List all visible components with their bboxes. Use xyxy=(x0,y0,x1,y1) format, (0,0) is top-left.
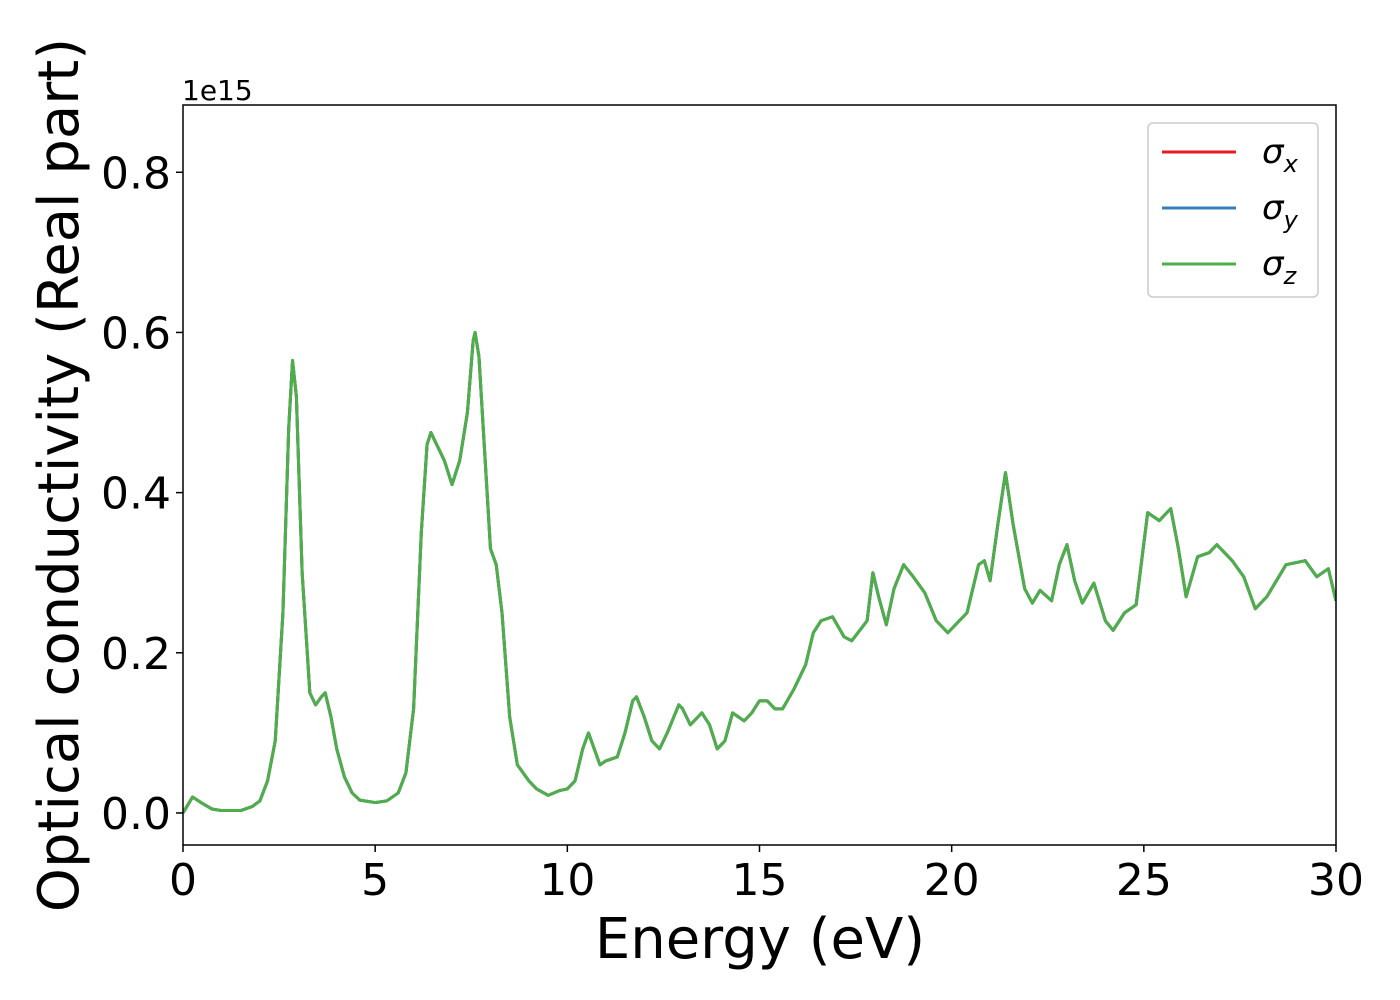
data-line xyxy=(183,330,1336,814)
y-tick-label: 0.6 xyxy=(101,308,171,359)
y-tick-label: 0.8 xyxy=(101,148,171,199)
legend-label: σz xyxy=(1262,244,1298,290)
x-tick-label: 20 xyxy=(924,855,980,906)
y-axis-label: Optical conductivity (Real part) xyxy=(27,38,92,912)
y-tick-label: 0.0 xyxy=(101,789,171,840)
y-tick-label: 0.4 xyxy=(101,469,171,520)
x-tick-label: 5 xyxy=(361,855,389,906)
legend-box xyxy=(1147,122,1319,298)
x-tick-label: 0 xyxy=(169,855,197,906)
y-tick-label: 0.2 xyxy=(101,629,171,680)
plot-frame xyxy=(182,104,1337,846)
x-axis-label: Energy (eV) xyxy=(595,907,925,972)
legend-label: σx xyxy=(1262,132,1299,178)
x-tick-label: 25 xyxy=(1116,855,1172,906)
x-tick-label: 15 xyxy=(732,855,788,906)
x-tick-label: 30 xyxy=(1308,855,1364,906)
y-offset-label: 1e15 xyxy=(182,74,253,107)
x-tick-label: 10 xyxy=(539,855,595,906)
legend-label: σy xyxy=(1262,188,1299,234)
